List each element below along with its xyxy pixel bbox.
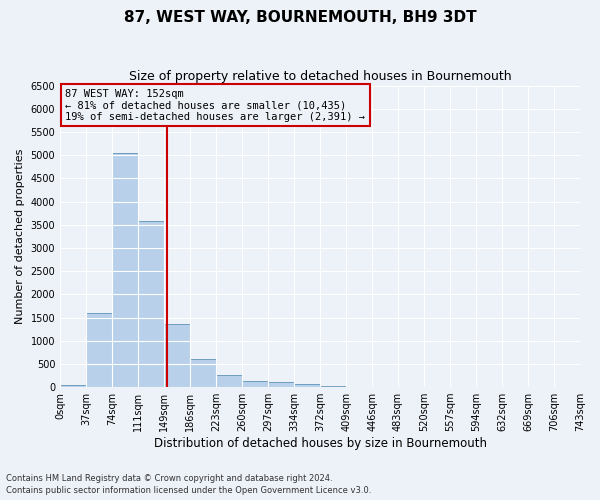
Bar <box>242 381 268 387</box>
Bar <box>190 359 216 387</box>
Bar <box>86 313 112 387</box>
Bar <box>60 384 86 387</box>
Bar <box>164 324 190 387</box>
Bar <box>138 221 164 387</box>
Bar <box>216 374 242 387</box>
Text: 87, WEST WAY, BOURNEMOUTH, BH9 3DT: 87, WEST WAY, BOURNEMOUTH, BH9 3DT <box>124 10 476 25</box>
Text: Contains HM Land Registry data © Crown copyright and database right 2024.
Contai: Contains HM Land Registry data © Crown c… <box>6 474 371 495</box>
Text: 87 WEST WAY: 152sqm
← 81% of detached houses are smaller (10,435)
19% of semi-de: 87 WEST WAY: 152sqm ← 81% of detached ho… <box>65 88 365 122</box>
Bar <box>268 382 294 387</box>
X-axis label: Distribution of detached houses by size in Bournemouth: Distribution of detached houses by size … <box>154 437 487 450</box>
Bar <box>294 384 320 387</box>
Bar <box>320 386 346 387</box>
Bar <box>112 153 138 387</box>
Y-axis label: Number of detached properties: Number of detached properties <box>15 148 25 324</box>
Title: Size of property relative to detached houses in Bournemouth: Size of property relative to detached ho… <box>129 70 511 83</box>
